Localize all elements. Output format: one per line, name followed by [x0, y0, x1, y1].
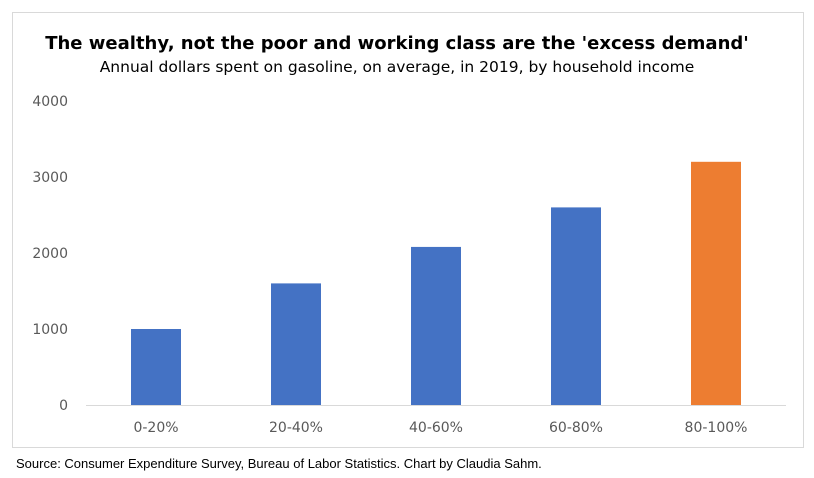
chart-frame: The wealthy, not the poor and working cl… [12, 12, 804, 448]
chart-subtitle: Annual dollars spent on gasoline, on ave… [99, 58, 695, 76]
x-tick-label: 60-80% [549, 420, 603, 436]
x-axis-ticks: 0-20% 20-40% 40-60% 60-80% 80-100% [133, 420, 747, 436]
y-axis-ticks: 0 1000 2000 3000 4000 [32, 94, 68, 414]
chart-title: The wealthy, not the poor and working cl… [45, 33, 749, 54]
y-tick-label: 2000 [32, 246, 68, 262]
x-tick-label: 80-100% [685, 420, 748, 436]
y-tick-label: 3000 [32, 170, 68, 186]
y-tick-label: 1000 [32, 322, 68, 338]
x-tick-label: 0-20% [133, 420, 178, 436]
y-tick-label: 4000 [32, 94, 68, 110]
bar-60-80% [551, 207, 601, 405]
bar-chart: 0 1000 2000 3000 4000 0-20% 20-40% 40-60% 60-80… [32, 94, 786, 436]
x-tick-label: 40-60% [409, 420, 463, 436]
bar-80-100% [691, 161, 741, 405]
bar-20-40% [271, 283, 321, 405]
y-tick-label: 0 [59, 398, 68, 414]
x-tick-label: 20-40% [269, 420, 323, 436]
bar-40-60% [411, 246, 461, 405]
bar-0-20% [131, 329, 181, 405]
bars [131, 161, 741, 405]
source-note: Source: Consumer Expenditure Survey, Bur… [16, 456, 542, 471]
